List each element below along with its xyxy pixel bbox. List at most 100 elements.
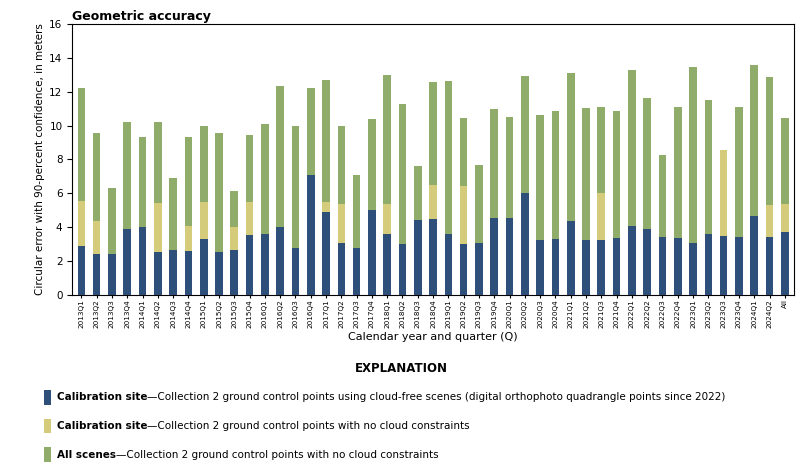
Bar	[704, 100, 712, 295]
Bar	[154, 252, 162, 295]
Y-axis label: Circular error with 90-percent confidence, in meters: Circular error with 90-percent confidenc…	[35, 23, 45, 296]
Bar	[245, 135, 253, 295]
Text: —Collection 2 ground control points using cloud-free scenes (digital orthophoto : —Collection 2 ground control points usin…	[148, 392, 726, 403]
Bar	[383, 75, 391, 295]
Bar	[537, 240, 544, 295]
Bar	[720, 236, 727, 295]
Bar	[552, 111, 559, 295]
Bar	[429, 219, 437, 295]
Bar	[93, 254, 100, 295]
Bar	[399, 103, 407, 295]
Bar	[93, 220, 100, 295]
Bar	[766, 205, 773, 295]
Bar	[643, 98, 651, 295]
Bar	[674, 238, 682, 295]
Bar	[567, 73, 574, 295]
Bar	[582, 240, 589, 295]
Bar	[338, 204, 345, 295]
Bar	[658, 155, 666, 295]
Bar	[338, 127, 345, 295]
Bar	[368, 210, 375, 295]
Bar	[674, 107, 682, 295]
Bar	[582, 108, 589, 295]
Bar	[475, 165, 483, 295]
Bar	[230, 250, 238, 295]
Bar	[322, 212, 330, 295]
Bar	[184, 251, 192, 295]
Bar	[245, 202, 253, 295]
Bar	[689, 243, 697, 295]
Bar	[184, 227, 192, 295]
Bar	[567, 220, 574, 295]
Bar	[658, 238, 666, 295]
Bar	[597, 107, 606, 295]
X-axis label: Calendar year and quarter (Q): Calendar year and quarter (Q)	[348, 332, 518, 342]
Bar	[154, 203, 162, 295]
Bar	[613, 238, 621, 295]
Bar	[124, 122, 131, 295]
Bar	[429, 82, 437, 295]
Bar	[215, 252, 223, 295]
Bar	[444, 234, 452, 295]
Bar	[215, 133, 223, 295]
Bar	[277, 228, 284, 295]
Bar	[154, 122, 162, 295]
Bar	[338, 243, 345, 295]
Bar	[552, 239, 559, 295]
Bar	[444, 81, 452, 295]
Bar	[78, 246, 85, 295]
Bar	[766, 238, 773, 295]
Bar	[720, 153, 727, 295]
Bar	[200, 239, 208, 295]
Bar	[460, 186, 468, 295]
Bar	[200, 202, 208, 295]
Bar	[322, 80, 330, 295]
Bar	[735, 237, 743, 295]
Bar	[491, 218, 498, 295]
Bar	[781, 231, 788, 295]
Bar	[429, 185, 437, 295]
Bar	[766, 77, 773, 295]
Bar	[78, 201, 85, 295]
Bar	[184, 137, 192, 295]
Bar	[353, 248, 360, 295]
Bar	[307, 88, 314, 295]
Text: EXPLANATION: EXPLANATION	[354, 362, 448, 376]
Bar	[139, 228, 146, 295]
Bar	[245, 235, 253, 295]
Bar	[643, 229, 651, 295]
Bar	[200, 126, 208, 295]
Bar	[277, 86, 284, 295]
Bar	[781, 204, 788, 295]
Bar	[751, 65, 758, 295]
Bar	[597, 193, 606, 295]
Text: —Collection 2 ground control points with no cloud constraints: —Collection 2 ground control points with…	[116, 449, 439, 460]
Bar	[781, 118, 788, 295]
Bar	[751, 216, 758, 295]
Bar	[307, 180, 314, 295]
Bar	[628, 69, 636, 295]
Bar	[292, 126, 299, 295]
Text: —Collection 2 ground control points with no cloud constraints: —Collection 2 ground control points with…	[148, 421, 470, 431]
Bar	[628, 226, 636, 295]
Bar	[414, 219, 422, 295]
Bar	[475, 243, 483, 295]
Bar	[169, 250, 177, 295]
Bar	[506, 218, 513, 295]
Bar	[353, 175, 360, 295]
Bar	[108, 254, 115, 295]
Bar	[93, 133, 100, 295]
Bar	[720, 150, 727, 295]
Bar	[108, 188, 115, 295]
Bar	[368, 119, 375, 295]
Bar	[78, 88, 85, 295]
Bar	[261, 124, 269, 295]
Text: Geometric accuracy: Geometric accuracy	[72, 10, 211, 23]
Bar	[460, 118, 468, 295]
Bar	[689, 67, 697, 295]
Bar	[230, 191, 238, 295]
Bar	[383, 234, 391, 295]
Bar	[506, 117, 513, 295]
Bar	[613, 111, 621, 295]
Bar	[292, 248, 299, 295]
